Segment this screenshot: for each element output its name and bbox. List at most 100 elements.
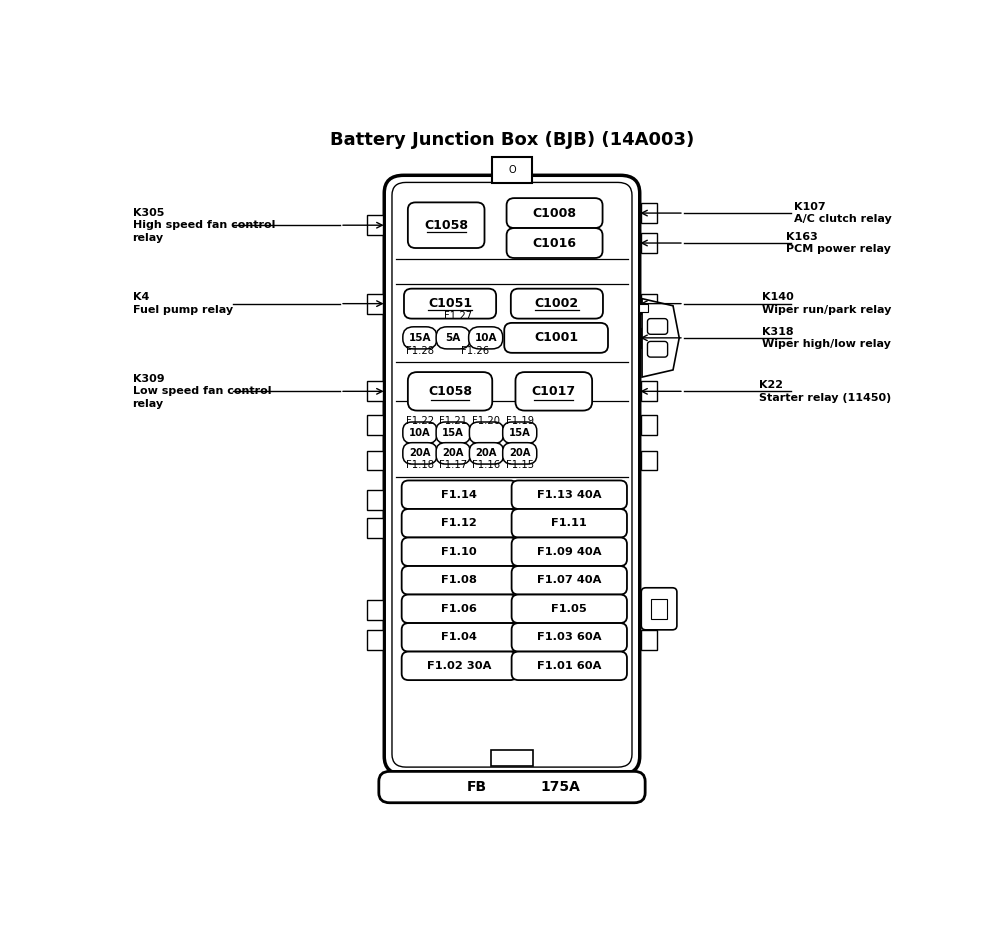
- FancyBboxPatch shape: [402, 509, 517, 537]
- FancyBboxPatch shape: [511, 509, 627, 537]
- FancyBboxPatch shape: [403, 327, 437, 349]
- FancyBboxPatch shape: [437, 327, 471, 349]
- Bar: [368, 600, 383, 620]
- Text: 20A: 20A: [476, 448, 498, 458]
- Text: F1.11: F1.11: [551, 519, 587, 528]
- FancyBboxPatch shape: [385, 175, 639, 774]
- FancyBboxPatch shape: [502, 443, 536, 464]
- Text: F1.15: F1.15: [505, 460, 533, 470]
- Bar: [368, 631, 383, 650]
- Text: K4
Fuel pump relay: K4 Fuel pump relay: [133, 293, 233, 315]
- Text: FB: FB: [468, 780, 488, 795]
- Text: 15A: 15A: [409, 332, 432, 343]
- Bar: [641, 203, 656, 223]
- Bar: [491, 750, 533, 766]
- FancyBboxPatch shape: [402, 566, 517, 594]
- Bar: [368, 519, 383, 538]
- Text: C1058: C1058: [428, 385, 473, 398]
- Text: 20A: 20A: [443, 448, 464, 458]
- FancyBboxPatch shape: [515, 372, 592, 410]
- Bar: [641, 415, 656, 435]
- Text: K107
A/C clutch relay: K107 A/C clutch relay: [793, 202, 891, 224]
- Text: F1.17: F1.17: [440, 460, 468, 470]
- Text: 5A: 5A: [446, 332, 461, 343]
- FancyBboxPatch shape: [647, 342, 667, 357]
- Text: F1.20: F1.20: [473, 416, 500, 426]
- FancyBboxPatch shape: [511, 566, 627, 594]
- FancyBboxPatch shape: [403, 422, 437, 444]
- Bar: [368, 382, 383, 401]
- Bar: [641, 631, 656, 650]
- Bar: [641, 328, 656, 348]
- Text: 20A: 20A: [508, 448, 530, 458]
- Text: C1016: C1016: [532, 236, 576, 249]
- Text: 15A: 15A: [508, 428, 530, 438]
- FancyBboxPatch shape: [402, 652, 517, 680]
- FancyBboxPatch shape: [504, 323, 608, 353]
- Text: 15A: 15A: [443, 428, 465, 438]
- Bar: [641, 294, 656, 314]
- FancyBboxPatch shape: [402, 481, 517, 509]
- Text: 10A: 10A: [409, 428, 431, 438]
- Text: Battery Junction Box (BJB) (14A003): Battery Junction Box (BJB) (14A003): [330, 131, 694, 149]
- FancyBboxPatch shape: [511, 594, 627, 623]
- FancyBboxPatch shape: [470, 443, 503, 464]
- Text: C1001: C1001: [534, 332, 578, 344]
- Bar: [639, 304, 648, 312]
- FancyBboxPatch shape: [403, 443, 437, 464]
- Text: K163
PCM power relay: K163 PCM power relay: [786, 232, 891, 255]
- Text: C1002: C1002: [534, 297, 579, 310]
- Text: F1.06: F1.06: [442, 604, 478, 614]
- Text: F1.08: F1.08: [442, 575, 478, 585]
- Text: F1.12: F1.12: [442, 519, 478, 528]
- Text: F1.02 30A: F1.02 30A: [428, 661, 492, 670]
- FancyBboxPatch shape: [408, 203, 485, 248]
- FancyBboxPatch shape: [379, 771, 645, 803]
- FancyBboxPatch shape: [502, 422, 536, 444]
- FancyBboxPatch shape: [511, 481, 627, 509]
- Text: K22
Starter relay (11450): K22 Starter relay (11450): [759, 381, 891, 403]
- FancyBboxPatch shape: [511, 537, 627, 566]
- Text: F1.16: F1.16: [473, 460, 500, 470]
- Bar: [368, 215, 383, 235]
- Text: C1008: C1008: [532, 206, 576, 219]
- Bar: [641, 600, 656, 620]
- Text: F1.27: F1.27: [444, 311, 472, 321]
- Text: K140
Wiper run/park relay: K140 Wiper run/park relay: [762, 293, 891, 315]
- FancyBboxPatch shape: [647, 319, 667, 334]
- FancyBboxPatch shape: [510, 289, 603, 319]
- FancyBboxPatch shape: [511, 652, 627, 680]
- Bar: [651, 599, 667, 619]
- Text: C1058: C1058: [425, 219, 469, 232]
- FancyBboxPatch shape: [437, 443, 471, 464]
- FancyBboxPatch shape: [506, 198, 602, 228]
- Text: F1.21: F1.21: [440, 416, 468, 426]
- Bar: [641, 233, 656, 253]
- Text: 10A: 10A: [475, 332, 497, 343]
- Text: O: O: [508, 166, 515, 175]
- Text: F1.01 60A: F1.01 60A: [537, 661, 601, 670]
- Bar: [368, 451, 383, 470]
- Bar: [641, 382, 656, 401]
- Text: F1.14: F1.14: [442, 490, 478, 500]
- Text: F1.05: F1.05: [551, 604, 587, 614]
- FancyBboxPatch shape: [511, 623, 627, 652]
- Text: F1.03 60A: F1.03 60A: [537, 632, 601, 643]
- Text: K309
Low speed fan control
relay: K309 Low speed fan control relay: [133, 374, 271, 408]
- FancyBboxPatch shape: [402, 623, 517, 652]
- FancyBboxPatch shape: [437, 422, 471, 444]
- Bar: [368, 294, 383, 314]
- FancyBboxPatch shape: [408, 372, 493, 410]
- Text: C1051: C1051: [428, 297, 473, 310]
- Text: F1.07 40A: F1.07 40A: [537, 575, 601, 585]
- FancyBboxPatch shape: [641, 588, 677, 630]
- FancyBboxPatch shape: [402, 537, 517, 566]
- FancyBboxPatch shape: [402, 594, 517, 623]
- Polygon shape: [642, 299, 679, 377]
- Text: F1.10: F1.10: [442, 546, 478, 557]
- Text: F1.22: F1.22: [406, 416, 434, 426]
- Bar: [492, 157, 532, 183]
- Text: 20A: 20A: [410, 448, 431, 458]
- Bar: [641, 451, 656, 470]
- Text: K305
High speed fan control
relay: K305 High speed fan control relay: [133, 207, 275, 243]
